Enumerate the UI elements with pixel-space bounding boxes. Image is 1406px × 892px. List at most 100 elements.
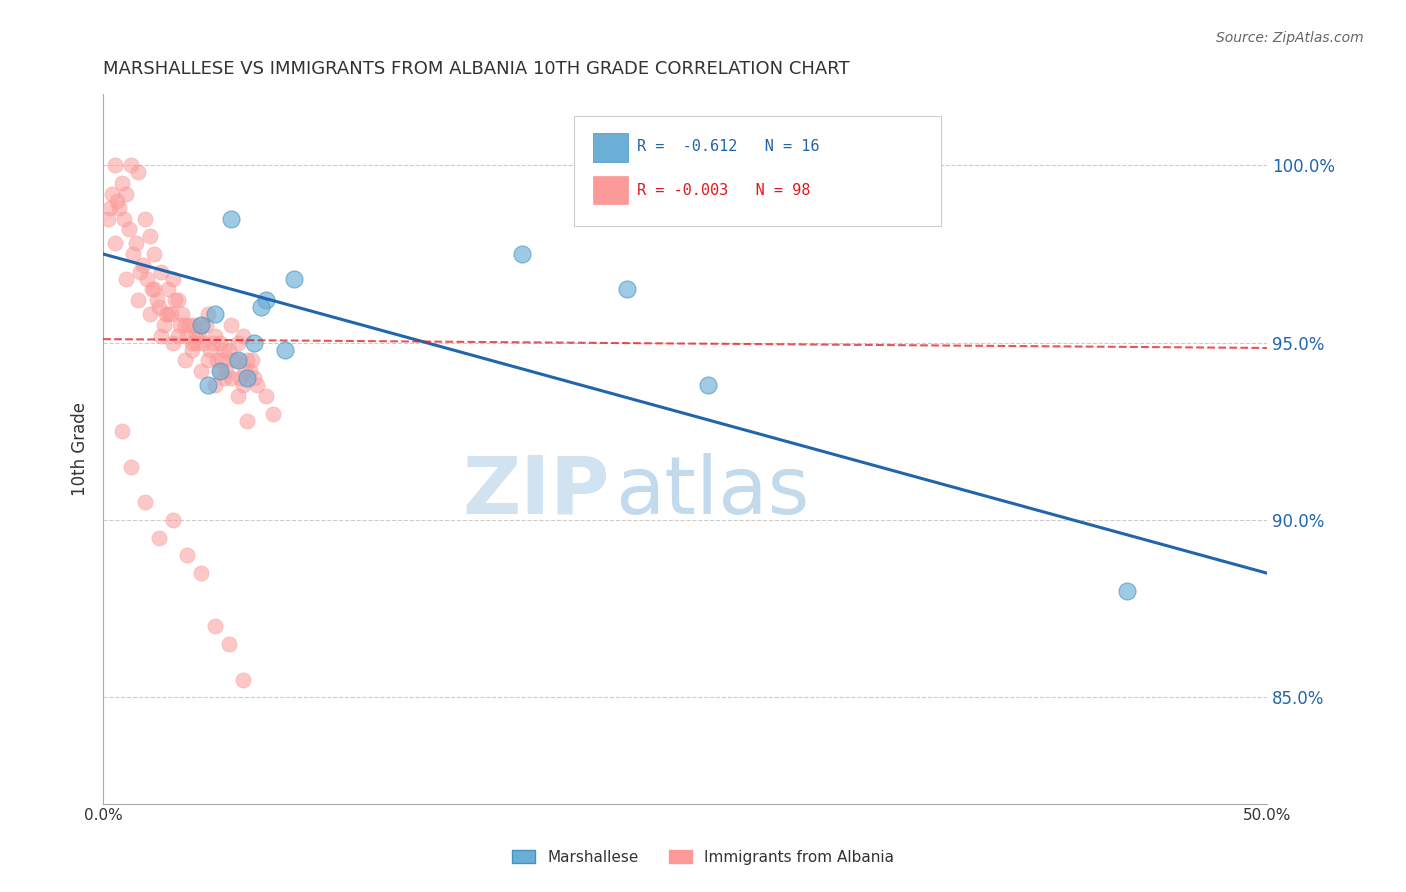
Point: [150, 328, 173, 343]
Point: [162, 513, 184, 527]
Point: [112, 211, 135, 226]
Point: [111, 425, 134, 439]
Point: [166, 293, 188, 307]
Point: [198, 343, 221, 357]
Point: [194, 318, 217, 332]
Point: [120, 158, 142, 172]
Point: [127, 293, 149, 307]
Point: [232, 378, 254, 392]
Point: [180, 335, 202, 350]
Point: [159, 307, 181, 321]
Point: [115, 272, 138, 286]
Point: [120, 459, 142, 474]
Point: [232, 673, 254, 687]
Point: [211, 353, 233, 368]
Point: [215, 364, 238, 378]
Point: [131, 258, 153, 272]
FancyBboxPatch shape: [593, 176, 628, 204]
Point: [105, 194, 128, 208]
Point: [197, 307, 219, 321]
Point: [186, 328, 208, 343]
Point: [243, 335, 266, 350]
Point: [1116, 583, 1139, 598]
Text: atlas: atlas: [616, 452, 810, 531]
Point: [162, 272, 184, 286]
Point: [208, 364, 231, 378]
Point: [232, 328, 254, 343]
Point: [236, 353, 259, 368]
Point: [197, 378, 219, 392]
Point: [197, 353, 219, 368]
Point: [172, 307, 194, 321]
Point: [190, 566, 212, 581]
Point: [208, 335, 231, 350]
Point: [125, 236, 148, 251]
Point: [136, 272, 159, 286]
Point: [190, 364, 212, 378]
Point: [204, 619, 226, 633]
Point: [239, 364, 262, 378]
Point: [118, 222, 141, 236]
Point: [104, 236, 127, 251]
Text: R =  -0.612   N = 16: R = -0.612 N = 16: [637, 138, 820, 153]
Point: [141, 283, 163, 297]
Point: [233, 364, 256, 378]
Legend: Marshallese, Immigrants from Albania: Marshallese, Immigrants from Albania: [506, 844, 900, 871]
Point: [176, 549, 198, 563]
Point: [97, 211, 120, 226]
Point: [180, 343, 202, 357]
Point: [262, 407, 284, 421]
Point: [179, 318, 201, 332]
Point: [218, 343, 240, 357]
Point: [157, 307, 180, 321]
Point: [148, 300, 170, 314]
Point: [510, 247, 533, 261]
Point: [169, 318, 191, 332]
Point: [143, 283, 166, 297]
Point: [246, 378, 269, 392]
Point: [173, 353, 195, 368]
Point: [138, 229, 160, 244]
Point: [226, 389, 249, 403]
Point: [165, 293, 187, 307]
Point: [186, 335, 208, 350]
Point: [208, 364, 231, 378]
Point: [219, 211, 242, 226]
Text: Source: ZipAtlas.com: Source: ZipAtlas.com: [1216, 31, 1364, 45]
Point: [226, 353, 249, 368]
Point: [155, 307, 177, 321]
Point: [138, 307, 160, 321]
Point: [212, 343, 235, 357]
Point: [190, 318, 212, 332]
Text: R = -0.003   N = 98: R = -0.003 N = 98: [637, 183, 811, 198]
Point: [205, 353, 228, 368]
Point: [204, 328, 226, 343]
Point: [134, 211, 156, 226]
Point: [222, 353, 245, 368]
Point: [187, 328, 209, 343]
Text: ZIP: ZIP: [463, 452, 609, 531]
Point: [236, 414, 259, 428]
Point: [201, 335, 224, 350]
Point: [134, 495, 156, 509]
Point: [111, 176, 134, 190]
Point: [225, 353, 247, 368]
Point: [218, 637, 240, 651]
Point: [254, 389, 277, 403]
Point: [243, 371, 266, 385]
Point: [193, 335, 215, 350]
FancyBboxPatch shape: [575, 116, 941, 226]
Point: [129, 265, 152, 279]
Point: [176, 328, 198, 343]
Point: [229, 371, 252, 385]
Point: [166, 328, 188, 343]
Point: [219, 371, 242, 385]
Point: [152, 318, 174, 332]
Point: [162, 335, 184, 350]
Point: [212, 371, 235, 385]
Point: [127, 165, 149, 179]
Point: [254, 293, 277, 307]
Point: [98, 201, 121, 215]
Point: [143, 247, 166, 261]
Point: [273, 343, 295, 357]
